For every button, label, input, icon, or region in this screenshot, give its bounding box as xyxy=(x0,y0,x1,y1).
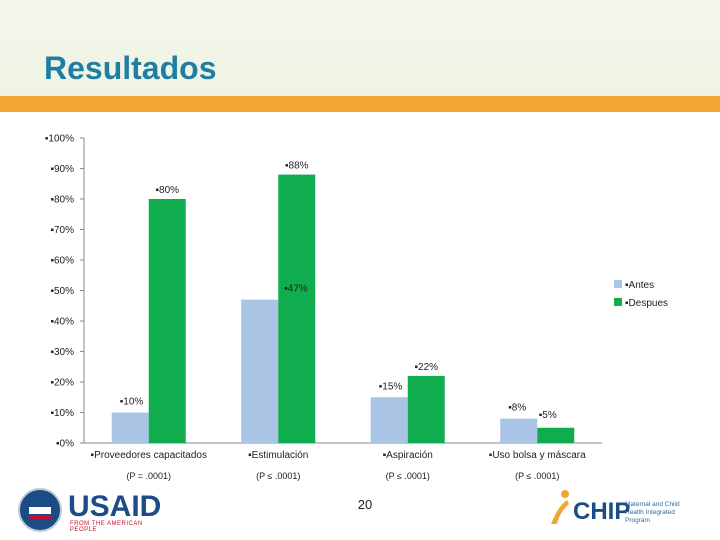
x-category-label: ▪Uso bolsa y máscara xyxy=(489,450,586,461)
bar-despues xyxy=(537,427,575,443)
chip-figure-icon xyxy=(551,490,569,524)
y-tick-label: ▪60% xyxy=(50,256,74,267)
data-label: ▪47% xyxy=(284,284,308,295)
data-label: ▪88% xyxy=(285,161,309,172)
x-category-note: (P = .0001) xyxy=(126,471,171,481)
y-tick-label: ▪50% xyxy=(50,286,74,297)
legend-label: ▪Antes xyxy=(625,280,654,291)
x-category-label: ▪Estimulación xyxy=(248,450,308,461)
bar-antes xyxy=(111,412,149,443)
data-label: ▪10% xyxy=(120,397,144,408)
data-label: ▪8% xyxy=(508,403,526,414)
usaid-logo: USAID FROM THE AMERICAN PEOPLE xyxy=(18,488,168,533)
chart-legend: ▪Antes ▪Despues xyxy=(614,280,668,309)
y-tick-label: ▪20% xyxy=(50,378,74,389)
usaid-wordmark: USAID xyxy=(68,490,162,523)
page-title: Resultados xyxy=(44,50,217,86)
y-tick-label: ▪80% xyxy=(50,195,74,206)
x-category-note: (P ≤ .0001) xyxy=(386,471,430,481)
chip-logo: CHIP Maternal and Child Health Integrate… xyxy=(545,484,695,532)
orange-rule xyxy=(0,96,720,112)
chart-bars xyxy=(111,174,575,443)
y-tick-label: ▪40% xyxy=(50,317,74,328)
x-category-note: (P ≤ .0001) xyxy=(256,471,300,481)
bar-chart: ▪0% ▪10% ▪20% ▪30% ▪40% ▪50% ▪60% ▪70% ▪80% ▪90% ▪… xyxy=(45,134,668,482)
chip-wordmark: CHIP xyxy=(573,498,631,525)
bar-antes xyxy=(370,397,408,443)
y-tick-label: ▪10% xyxy=(50,408,74,419)
bar-despues xyxy=(407,375,445,443)
chart-data-labels: ▪10% ▪80% ▪88% ▪15% ▪22% ▪8% ▪5% ▪47% xyxy=(120,161,557,421)
bar-despues xyxy=(148,199,186,443)
x-category-note: (P ≤ .0001) xyxy=(515,471,559,481)
y-tick-label: ▪90% xyxy=(50,164,74,175)
page-number: 20 xyxy=(357,497,373,512)
usaid-seal-icon xyxy=(18,488,62,532)
data-label: ▪15% xyxy=(379,381,403,392)
usaid-tagline: FROM THE AMERICAN PEOPLE xyxy=(70,521,143,533)
legend-swatch-despues xyxy=(614,298,622,306)
legend-label: ▪Despues xyxy=(625,298,668,309)
data-label: ▪22% xyxy=(414,362,438,373)
bar-antes xyxy=(500,418,538,443)
data-label: ▪80% xyxy=(155,185,179,196)
y-tick-label: ▪100% xyxy=(45,134,74,145)
data-label: ▪5% xyxy=(539,410,557,421)
bar-antes xyxy=(241,299,279,443)
x-category-label: ▪Proveedores capacitados xyxy=(91,450,207,461)
x-category-label: ▪Aspiración xyxy=(383,450,433,461)
y-tick-label: ▪0% xyxy=(56,439,74,450)
y-tick-label: ▪30% xyxy=(50,347,74,358)
bar-despues xyxy=(278,174,316,443)
y-tick-label: ▪70% xyxy=(50,225,74,236)
header-band xyxy=(0,0,720,96)
chip-description: Maternal and Child Health Integrated Pro… xyxy=(625,501,680,524)
chart-axes: ▪0% ▪10% ▪20% ▪30% ▪40% ▪50% ▪60% ▪70% ▪80% ▪90% ▪… xyxy=(45,134,602,481)
legend-swatch-antes xyxy=(614,280,622,288)
